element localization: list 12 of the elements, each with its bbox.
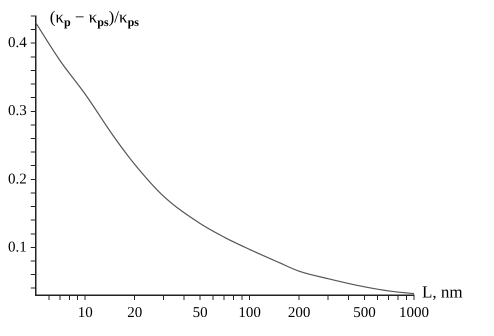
- x-tick-label: 50: [192, 304, 208, 321]
- y-tick-label: 0.1: [8, 239, 27, 256]
- y-tick-label: 0.3: [8, 103, 27, 120]
- x-tick-label: 200: [288, 304, 310, 321]
- x-tick-label: 1000: [399, 304, 429, 321]
- y-tick-label: 0.2: [8, 171, 27, 188]
- y-tick-label: 0.4: [8, 35, 28, 52]
- x-tick-label: 20: [127, 304, 142, 321]
- x-tick-label: 100: [238, 304, 261, 321]
- x-axis-title: L, nm: [422, 282, 463, 302]
- x-tick-label: 10: [78, 304, 93, 321]
- x-tick-label: 500: [353, 304, 376, 321]
